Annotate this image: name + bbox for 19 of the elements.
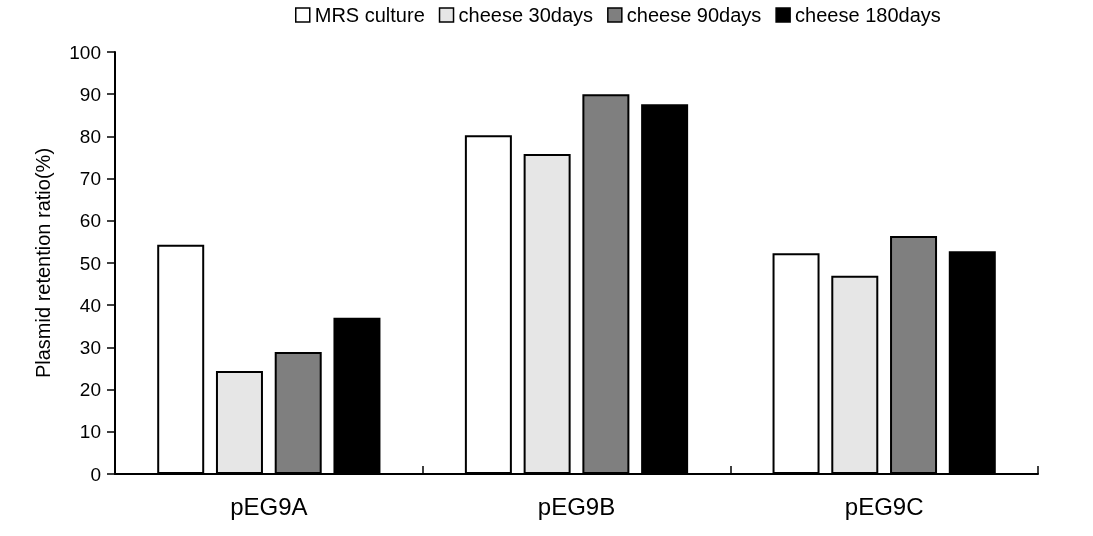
y-tick-label: 100: [69, 41, 101, 63]
x-tick-label: pEG9B: [537, 492, 616, 520]
y-tick-label: 50: [79, 252, 101, 274]
legend-label: cheese 30days: [458, 4, 594, 26]
y-tick-label: 10: [79, 421, 101, 443]
y-tick-label: 60: [79, 210, 101, 232]
y-tick-label: 70: [79, 168, 101, 190]
y-tick-label: 30: [79, 336, 101, 358]
legend-label: cheese 180days: [795, 4, 941, 26]
y-tick-label: 80: [79, 125, 101, 147]
y-tick-label: 0: [90, 463, 101, 485]
legend-label: cheese 90days: [626, 4, 762, 26]
y-tick-label: 20: [79, 379, 101, 401]
y-tick-label: 40: [79, 294, 101, 316]
y-tick-label: 90: [79, 83, 101, 105]
legend-label: MRS culture: [314, 4, 425, 26]
x-tick-label: pEG9C: [844, 492, 924, 520]
x-tick-label: pEG9A: [230, 492, 308, 520]
y-axis-title: Plasmid retention ratio(%): [32, 147, 54, 379]
